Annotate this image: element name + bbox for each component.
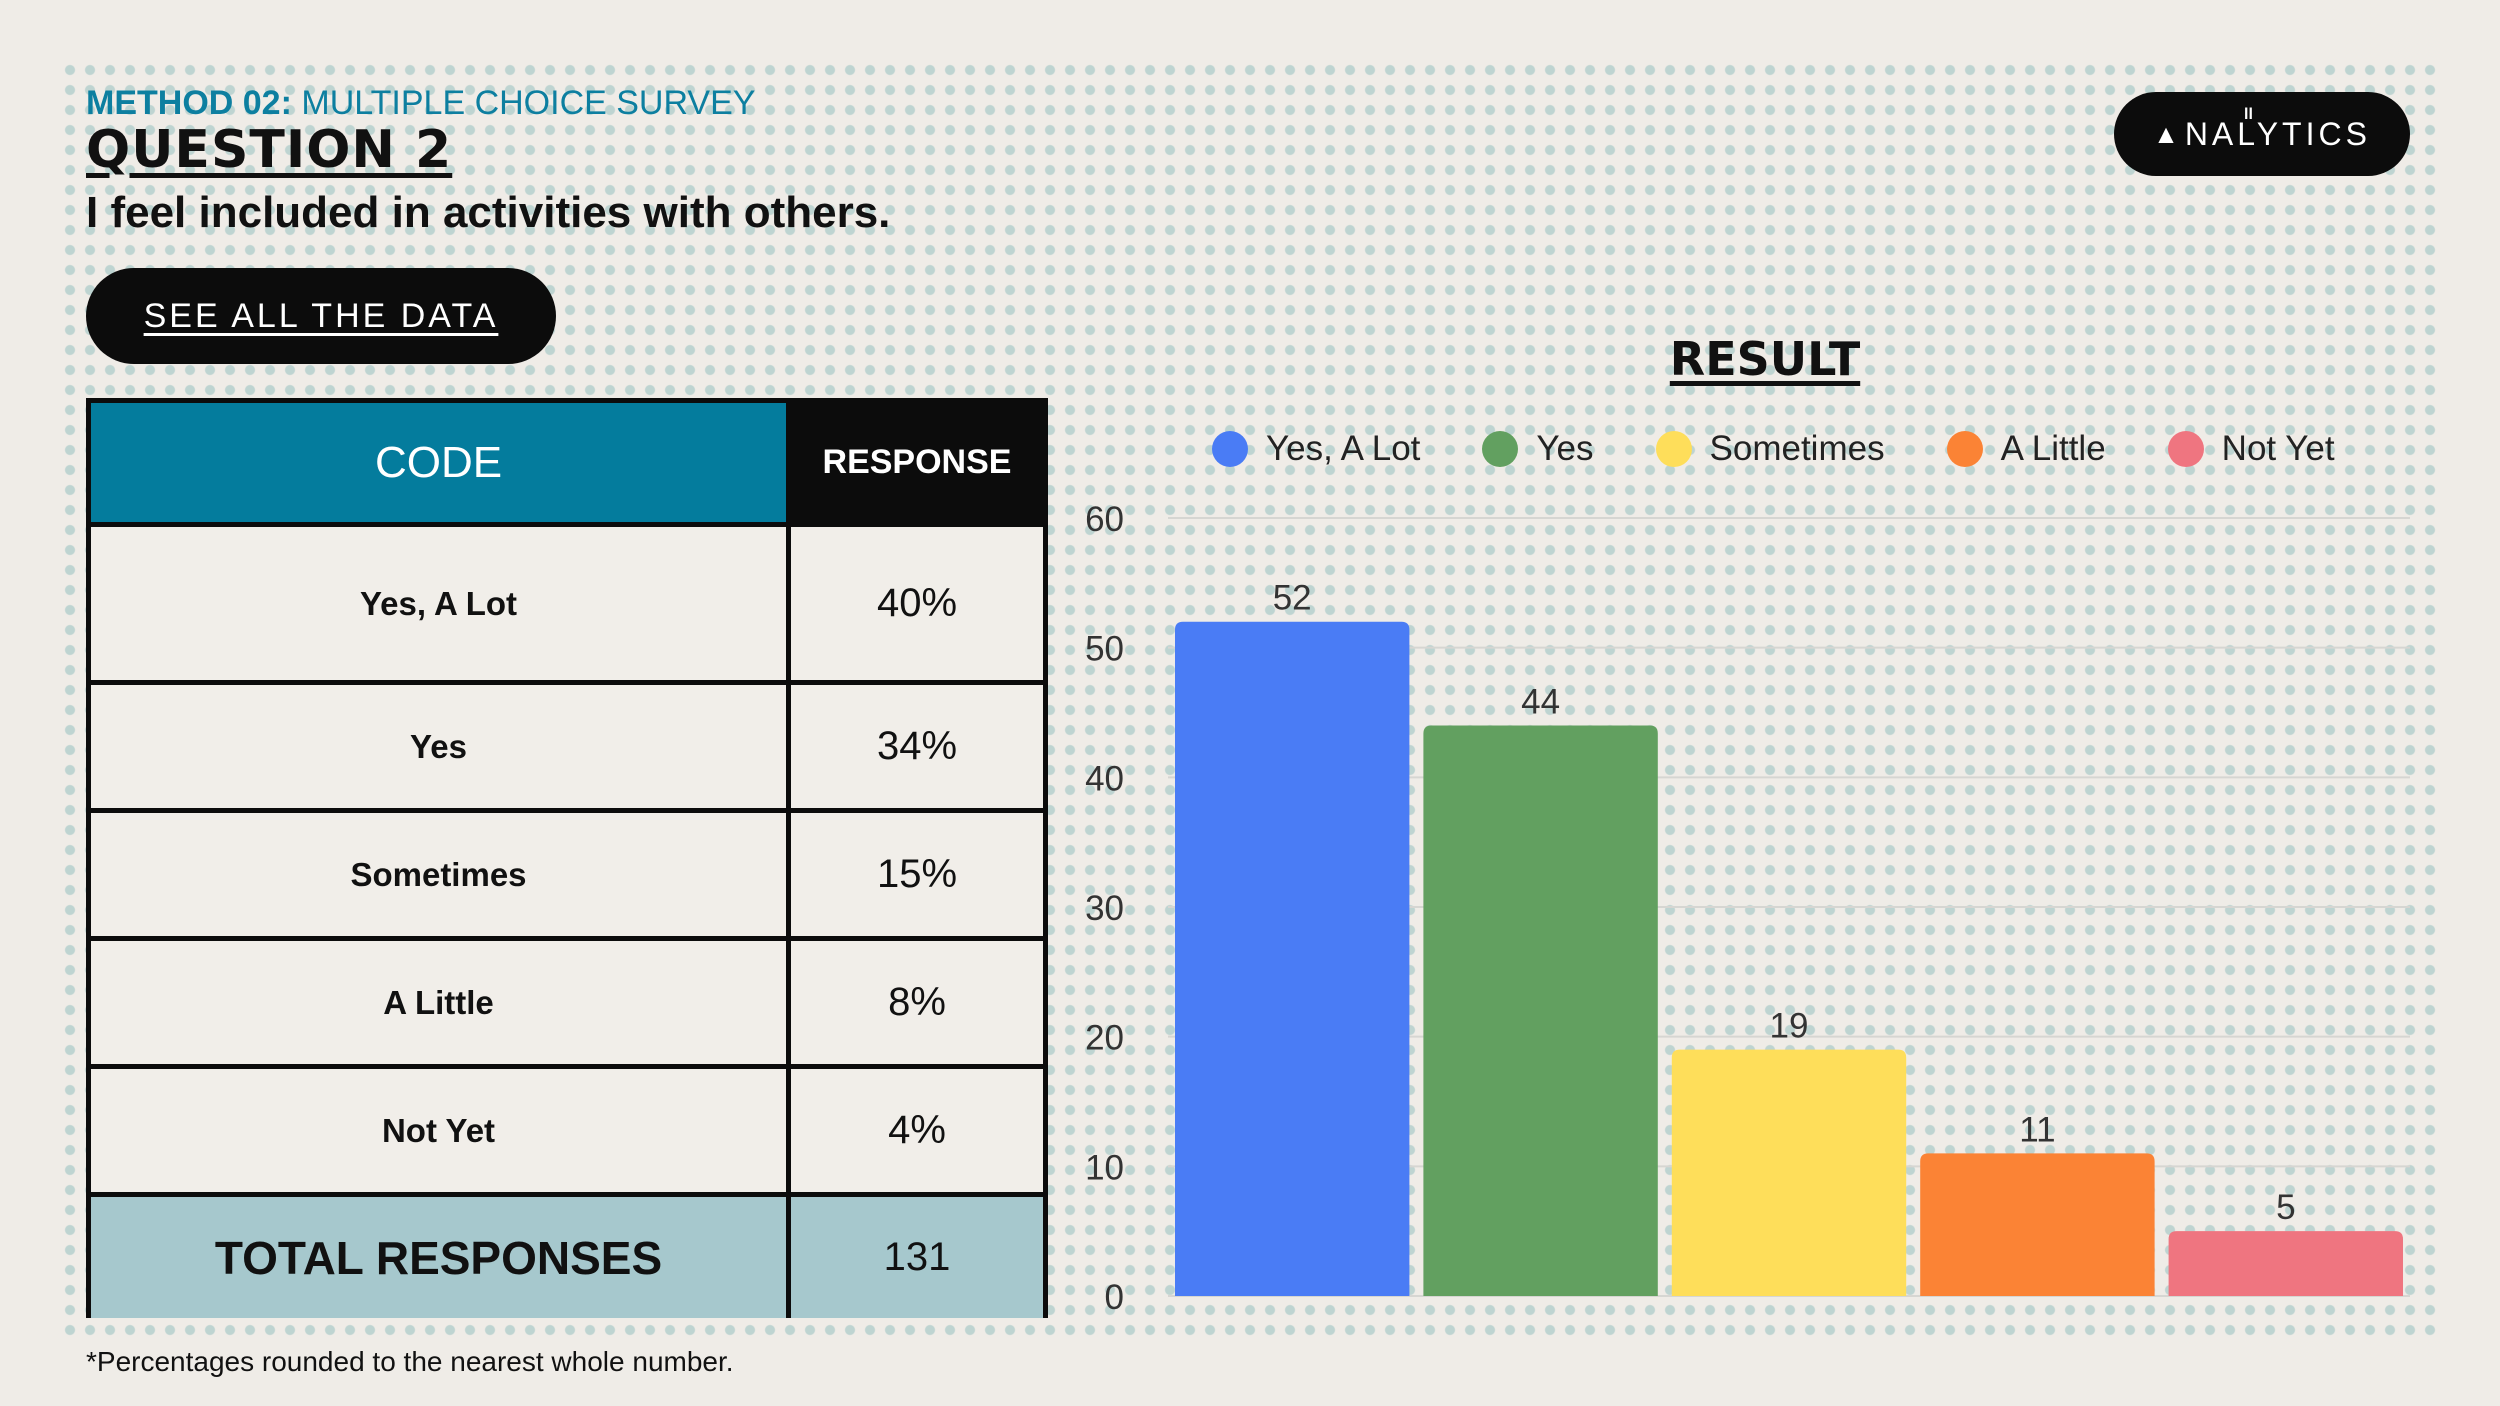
bar — [2168, 1231, 2403, 1296]
table-row: Yes 34% — [91, 685, 1043, 813]
bar — [1423, 725, 1658, 1296]
chart-legend: Yes, A Lot Yes Sometimes A Little Not Ye… — [1212, 424, 2335, 474]
bar-chart: 0 10 20 30 40 50 60 52 44 19 11 5 — [1085, 500, 2410, 1317]
footnote: *Percentages rounded to the nearest whol… — [86, 1346, 734, 1377]
y-tick-label: 0 — [1105, 1278, 1124, 1317]
total-label: TOTAL RESPONSES — [91, 1197, 791, 1318]
response-header: RESPONSE — [791, 403, 1043, 522]
response-table: CODE RESPONSE Yes, A Lot 40% Yes 34% Som… — [86, 398, 1048, 1318]
y-tick-label: 30 — [1085, 889, 1124, 928]
table-row: Sometimes 15% — [91, 813, 1043, 941]
legend-swatch — [1482, 431, 1519, 467]
data-label: 5 — [2276, 1188, 2295, 1227]
data-label: 11 — [2019, 1110, 2055, 1149]
legend-item: Yes — [1482, 429, 1594, 469]
chart-title: RESULT — [1669, 332, 1861, 386]
data-label: 52 — [1273, 579, 1312, 618]
method-heading: METHOD 02: MULTIPLE CHOICE SURVEY — [86, 84, 756, 122]
table-row: A Little 8% — [91, 941, 1043, 1069]
y-tick-label: 40 — [1085, 759, 1124, 798]
code-header: CODE — [91, 403, 791, 522]
row-code: Yes, A Lot — [91, 527, 791, 680]
row-code: A Little — [91, 941, 791, 1064]
row-code: Not Yet — [91, 1069, 791, 1192]
bar — [1175, 621, 1410, 1296]
y-tick-label: 10 — [1085, 1148, 1124, 1187]
row-code: Sometimes — [91, 813, 791, 936]
y-tick-label: 60 — [1085, 500, 1124, 539]
legend-item: Yes, A Lot — [1212, 429, 1420, 469]
legend-label: Not Yet — [2221, 429, 2335, 468]
legend-item: Not Yet — [2167, 429, 2335, 469]
legend-item: A Little — [1946, 429, 2106, 469]
legend-label: Yes — [1536, 429, 1594, 468]
legend-swatch — [1655, 431, 1692, 467]
analytics-logo: ll ▲ NALYTICS — [2114, 92, 2410, 176]
question-label: QUESTION 2 — [86, 120, 453, 180]
question-prompt: I feel included in activities with other… — [86, 188, 891, 237]
row-response: 15% — [876, 852, 958, 896]
data-label: 44 — [1521, 682, 1560, 721]
see-all-data-button[interactable]: SEE ALL THE DATA — [86, 268, 556, 364]
y-tick-label: 20 — [1085, 1019, 1124, 1058]
table-header-row: CODE RESPONSE — [91, 403, 1043, 527]
legend-label: Yes, A Lot — [1266, 429, 1421, 468]
data-label: 19 — [1770, 1007, 1809, 1046]
triangle-a-icon: ▲ — [2153, 118, 2183, 149]
row-response: 8% — [888, 980, 946, 1024]
legend-label: Sometimes — [1709, 429, 1885, 468]
total-value: 131 — [883, 1235, 951, 1279]
legend-label: A Little — [2000, 429, 2106, 468]
bar — [1671, 1049, 1907, 1296]
table-row: Not Yet 4% — [91, 1069, 1043, 1197]
table-row: Yes, A Lot 40% — [91, 527, 1043, 685]
total-row: TOTAL RESPONSES 131 — [91, 1197, 1043, 1318]
legend-item: Sometimes — [1655, 429, 1885, 469]
row-response: 40% — [876, 581, 958, 625]
row-response: 4% — [888, 1108, 946, 1152]
row-code: Yes — [91, 685, 791, 808]
logo-text: NALYTICS — [2184, 115, 2371, 152]
row-response: 34% — [876, 724, 958, 768]
legend-swatch — [1212, 431, 1248, 467]
legend-swatch — [2167, 431, 2204, 467]
legend-swatch — [1946, 431, 1983, 467]
logo-mark: ll — [2244, 106, 2253, 123]
bar — [1920, 1153, 2155, 1296]
y-tick-label: 50 — [1085, 630, 1124, 669]
